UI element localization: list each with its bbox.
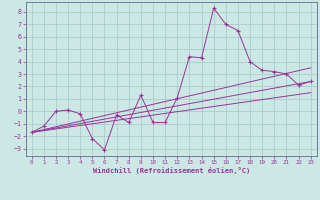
X-axis label: Windchill (Refroidissement éolien,°C): Windchill (Refroidissement éolien,°C) bbox=[92, 167, 250, 174]
